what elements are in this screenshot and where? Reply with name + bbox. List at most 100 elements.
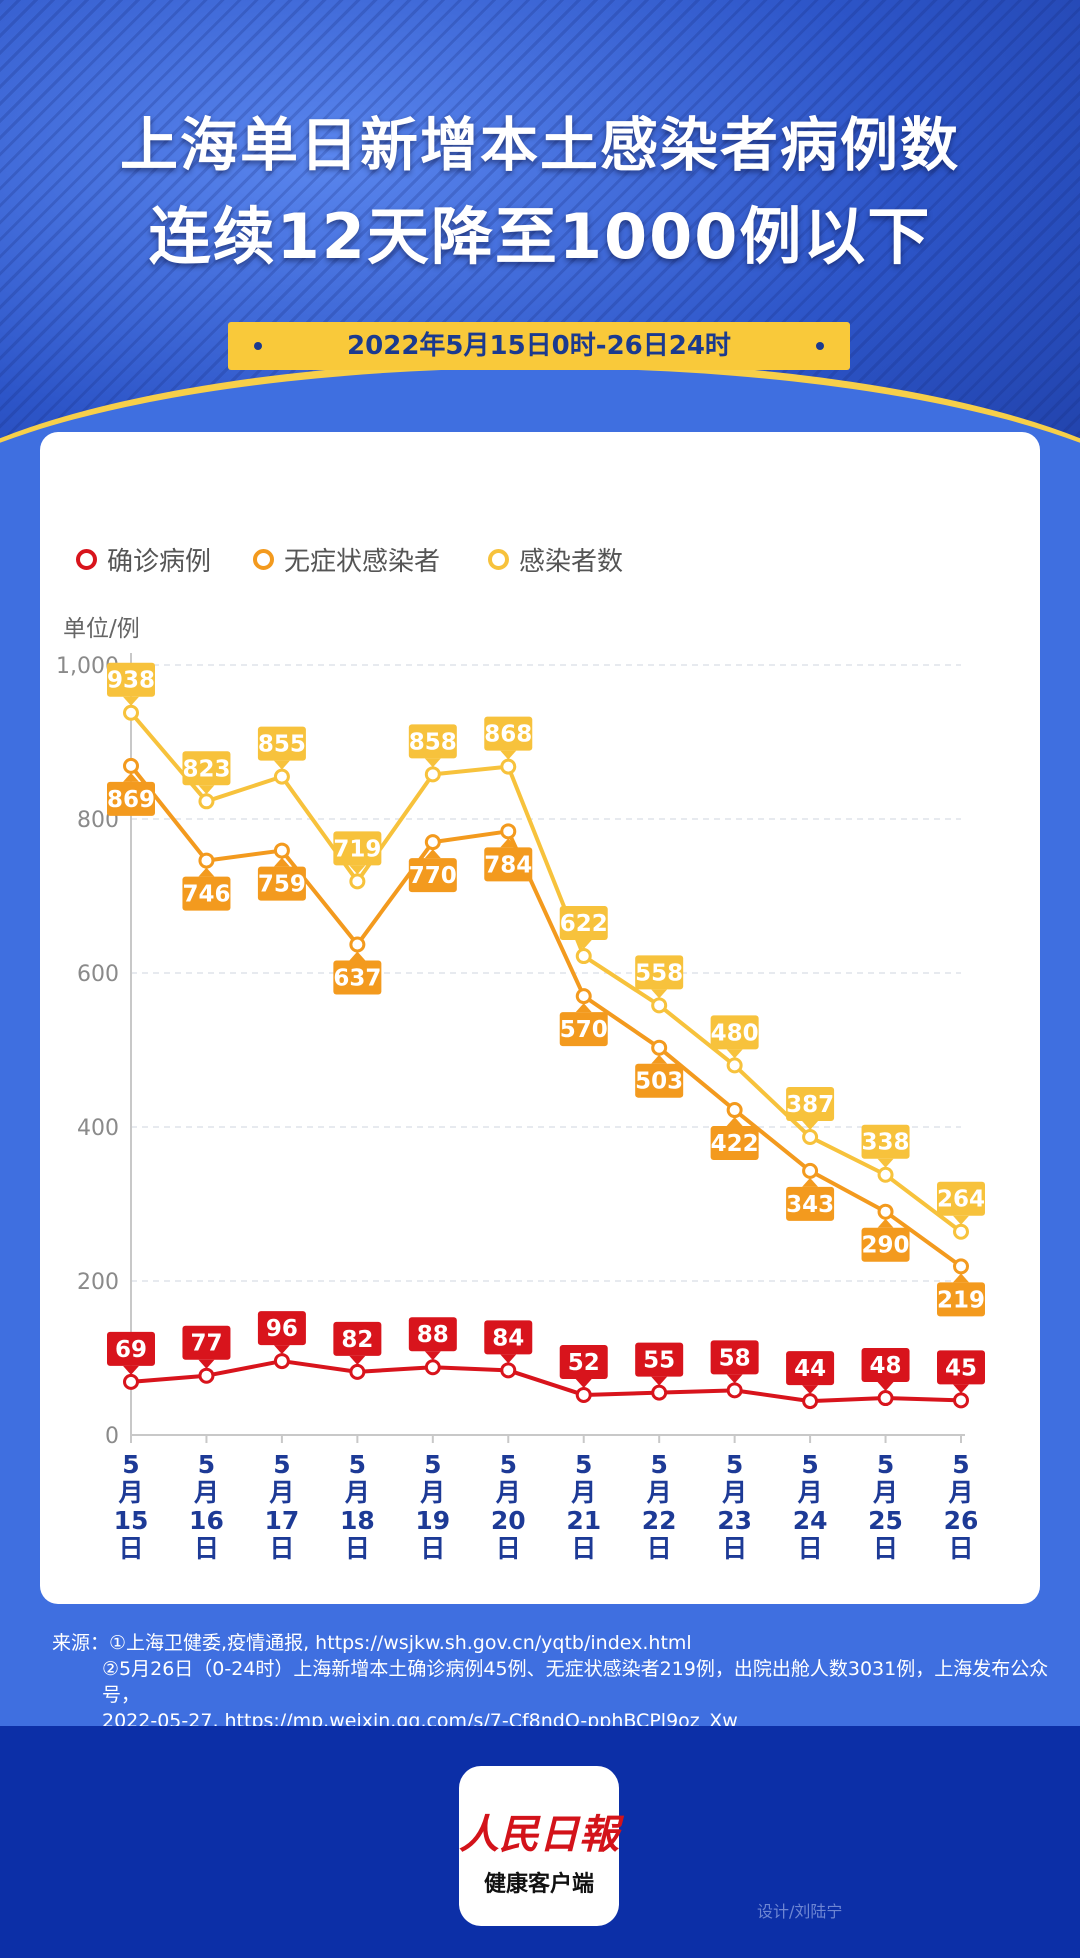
x-tick-label: 5 — [801, 1450, 818, 1479]
title-line-1: 上海单日新增本土感染者病例数 — [119, 111, 960, 179]
x-tick-label: 5 — [273, 1450, 290, 1479]
data-label: 746 — [182, 882, 230, 908]
data-point — [349, 1363, 366, 1380]
x-tick-label: 5 — [877, 1450, 894, 1479]
data-label-pointer — [424, 849, 441, 859]
logo-main-text: 人民日報 — [459, 1811, 619, 1858]
data-label-pointer — [500, 838, 517, 848]
data-label-box — [408, 724, 457, 759]
legend-total-label: 感染者数 — [519, 547, 624, 577]
x-tick-label: 日 — [194, 1534, 219, 1563]
data-label: 343 — [786, 1192, 834, 1218]
data-label: 84 — [492, 1325, 524, 1351]
data-label: 290 — [862, 1233, 910, 1259]
data-label-pointer — [575, 1378, 592, 1388]
data-label-pointer — [123, 772, 139, 782]
data-point — [726, 1382, 743, 1399]
series-line — [129, 764, 963, 1268]
x-tick-label: 日 — [118, 1534, 143, 1563]
data-label: 759 — [258, 872, 306, 898]
x-tick-label: 25 — [868, 1506, 903, 1535]
data-label: 219 — [937, 1287, 985, 1313]
data-label-box — [107, 1331, 155, 1366]
x-tick-label: 日 — [420, 1534, 445, 1563]
data-label-pointer — [953, 1384, 969, 1394]
x-tick-label: 月 — [570, 1478, 596, 1507]
x-tick-label: 日 — [647, 1534, 672, 1563]
data-label-box — [408, 1317, 457, 1352]
legend-asymptomatic: 无症状感染者 — [253, 541, 440, 578]
data-label-pointer — [802, 1121, 819, 1131]
x-tick-label: 16 — [189, 1506, 224, 1535]
data-label: 938 — [107, 668, 155, 694]
data-label: 69 — [115, 1337, 147, 1363]
data-label: 82 — [341, 1327, 373, 1353]
data-label-box — [484, 847, 533, 882]
data-label: 77 — [190, 1331, 222, 1357]
data-point — [802, 1129, 819, 1146]
x-tick-label: 18 — [340, 1506, 375, 1535]
data-label-box — [484, 716, 533, 751]
data-label-box — [635, 1342, 684, 1377]
data-point — [877, 1166, 894, 1183]
x-tick-label: 月 — [344, 1478, 370, 1507]
legend-asymptomatic-label: 无症状感染者 — [284, 547, 441, 577]
x-tick-label: 日 — [345, 1534, 370, 1563]
data-point — [424, 1359, 441, 1376]
data-label-box — [559, 1012, 608, 1047]
data-point — [575, 1386, 592, 1403]
data-point — [198, 852, 215, 869]
x-tick-label: 月 — [117, 1478, 143, 1507]
x-tick-label: 5 — [198, 1450, 215, 1479]
data-label-pointer — [273, 1345, 290, 1355]
data-label-box — [333, 831, 382, 866]
data-label-pointer — [424, 758, 441, 768]
data-point — [273, 842, 290, 859]
x-tick-label: 日 — [269, 1534, 294, 1563]
x-tick-label: 月 — [268, 1478, 294, 1507]
data-label: 503 — [635, 1069, 683, 1095]
data-point — [651, 1384, 668, 1401]
data-label: 855 — [258, 732, 306, 758]
data-point — [877, 1390, 894, 1407]
data-label: 637 — [333, 966, 381, 992]
data-point — [349, 936, 366, 953]
x-tick-label: 17 — [265, 1506, 300, 1535]
source-note: 来源：①上海卫健委,疫情通报, https://wsjkw.sh.gov.cn/… — [52, 1630, 1080, 1734]
data-label-box — [710, 1015, 759, 1050]
data-label: 622 — [560, 911, 608, 937]
data-label: 422 — [711, 1131, 759, 1157]
x-tick-label: 24 — [793, 1506, 828, 1535]
data-label-box — [710, 1340, 759, 1375]
data-label: 770 — [409, 863, 457, 889]
x-tick-label: 日 — [948, 1534, 973, 1563]
y-tick-label: 600 — [77, 962, 119, 987]
data-label: 48 — [870, 1353, 902, 1379]
data-point — [123, 757, 139, 774]
data-label-box — [861, 1227, 910, 1262]
x-tick-label: 26 — [944, 1506, 979, 1535]
data-label-pointer — [349, 865, 366, 875]
bullet-dot-right — [816, 342, 824, 350]
data-label: 58 — [719, 1345, 751, 1371]
data-point — [726, 1057, 743, 1074]
data-label-pointer — [273, 857, 290, 867]
data-label-box — [635, 955, 684, 990]
data-point — [500, 1362, 517, 1379]
data-point — [123, 1373, 139, 1390]
data-label-box — [182, 751, 231, 786]
data-label: 858 — [409, 729, 457, 755]
x-tick-label: 月 — [797, 1478, 823, 1507]
data-label-pointer — [651, 1376, 668, 1386]
data-label-box — [257, 726, 306, 761]
data-label: 44 — [794, 1356, 826, 1382]
data-label-pointer — [802, 1385, 819, 1395]
data-label-pointer — [198, 785, 215, 795]
data-label-box — [559, 1344, 608, 1379]
data-label: 88 — [417, 1322, 449, 1348]
data-label: 264 — [937, 1187, 985, 1213]
data-label-pointer — [424, 1351, 441, 1361]
data-label-pointer — [198, 1359, 215, 1369]
x-tick-label: 月 — [872, 1478, 898, 1507]
series-line — [129, 711, 963, 1234]
